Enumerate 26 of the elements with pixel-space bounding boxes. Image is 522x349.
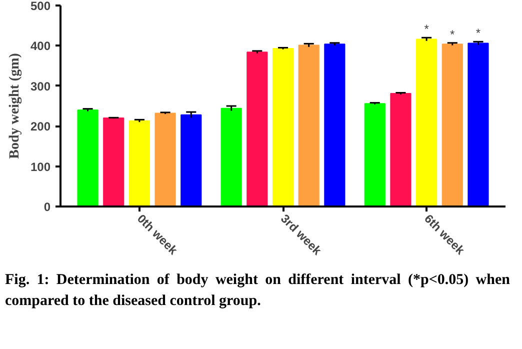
bar <box>246 52 268 206</box>
y-tick-label: 0 <box>44 200 51 214</box>
y-tick-label: 200 <box>30 120 51 134</box>
caption: Fig. 1: Determination of body weight on different interval (*p<0.05) when compared to the diseased control group. <box>5 271 510 312</box>
bar <box>272 48 294 206</box>
data-label: * <box>450 27 456 42</box>
bar <box>77 110 98 206</box>
bar <box>180 114 202 206</box>
bar <box>364 103 386 206</box>
bar <box>468 42 489 206</box>
y-tick-label: 400 <box>30 39 51 54</box>
y-tick-label: 100 <box>30 160 51 174</box>
bar <box>416 38 438 206</box>
bar <box>103 118 124 206</box>
y-axis-title: Body weight (gm) <box>7 52 22 159</box>
bar <box>442 44 463 206</box>
bar <box>220 108 242 206</box>
data-label: * <box>476 26 481 40</box>
y-tick-label: 300 <box>30 79 51 94</box>
bar <box>324 44 346 206</box>
bar <box>298 44 320 206</box>
y-tick-label: 500 <box>30 0 51 13</box>
data-label: * <box>424 22 430 36</box>
bar <box>154 112 176 206</box>
bar <box>128 120 150 206</box>
bar <box>390 93 412 206</box>
